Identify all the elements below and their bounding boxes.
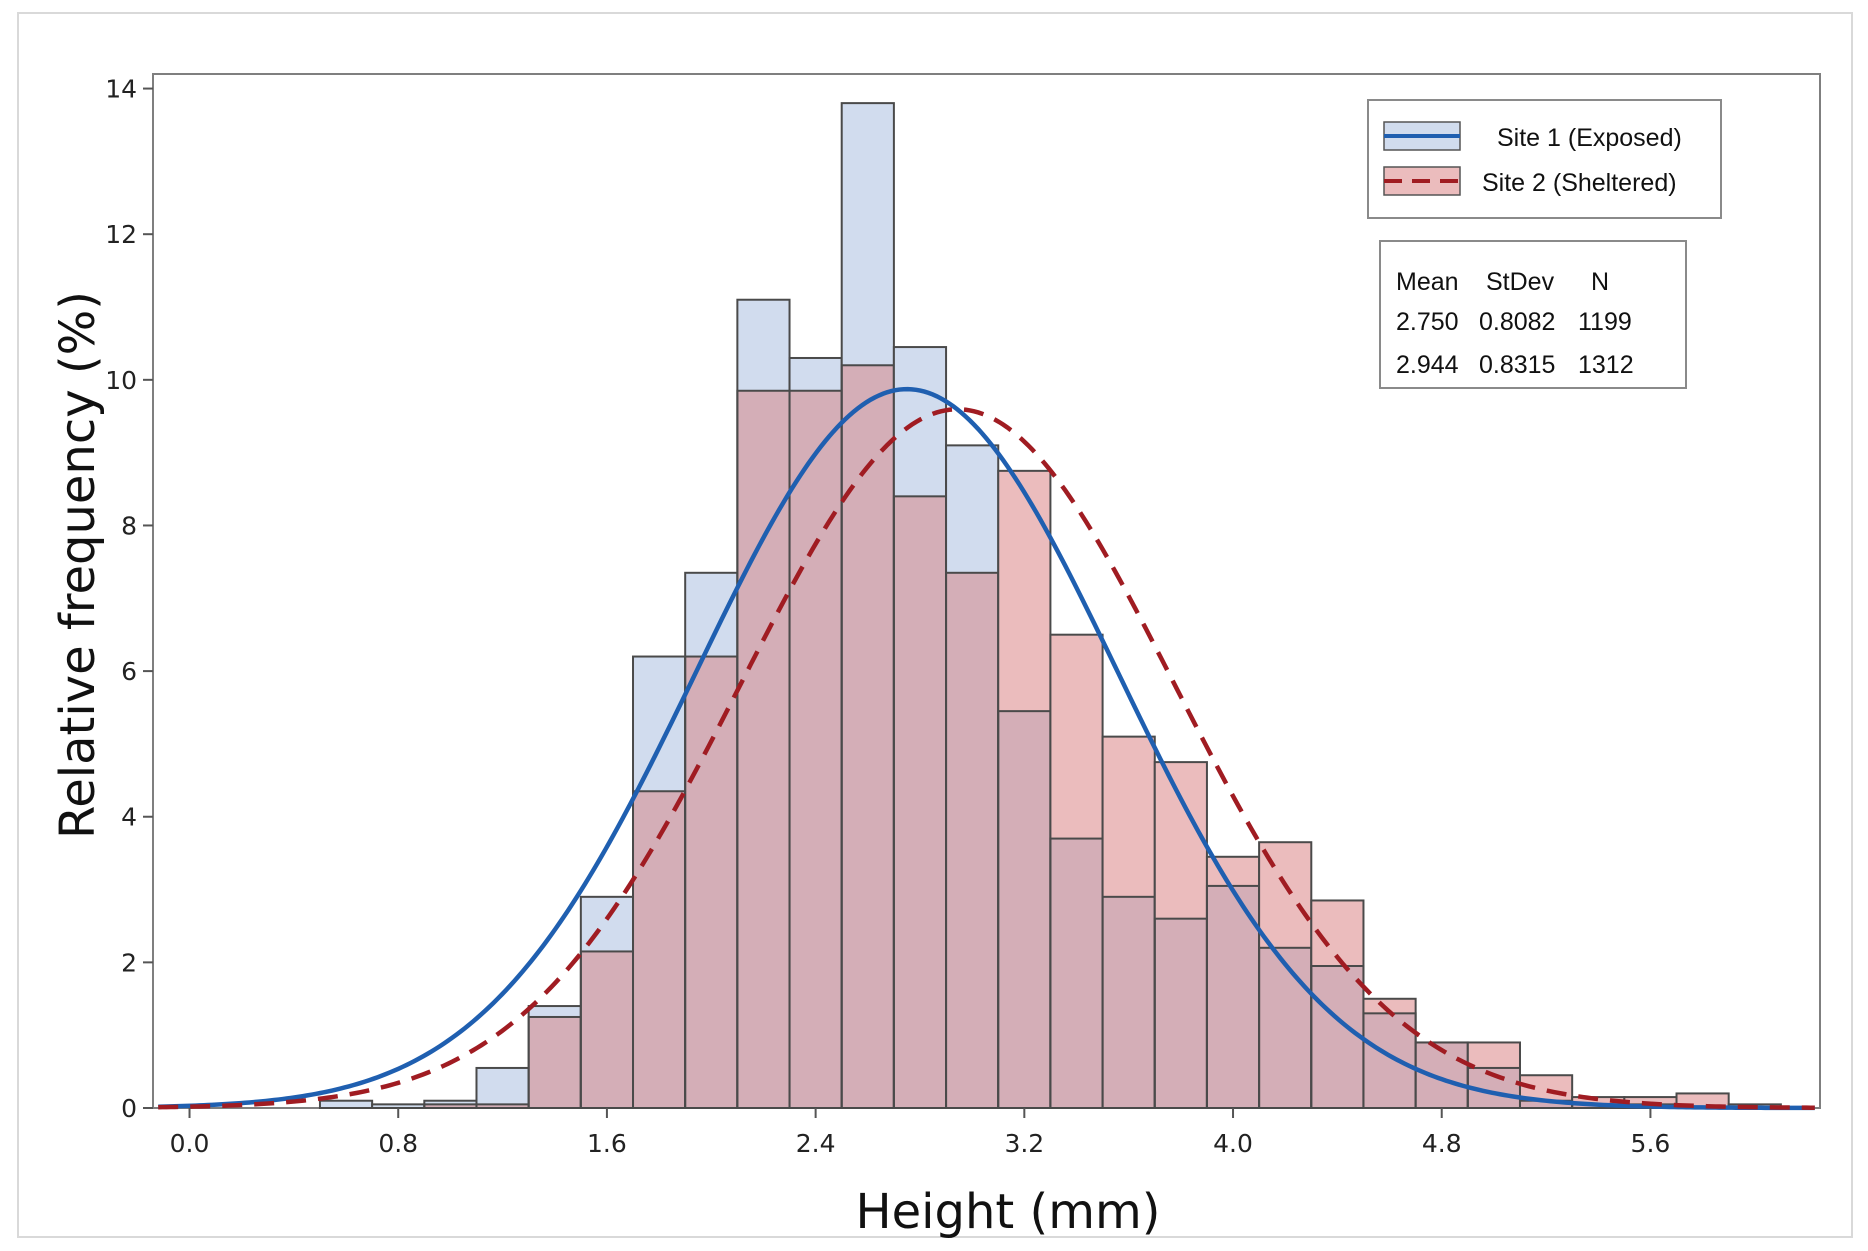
y-tick-label: 0 — [121, 1094, 137, 1123]
stats-row-1-n: 1199 — [1578, 308, 1632, 336]
legend-label-site-2: Site 2 (Sheltered) — [1482, 169, 1677, 197]
bar-excess — [1363, 998, 1416, 1014]
bar-overlap — [946, 572, 999, 1108]
x-tick-label: 5.6 — [1631, 1129, 1671, 1158]
x-tick-label: 0.8 — [378, 1129, 418, 1158]
bar-excess — [841, 103, 894, 366]
bar-overlap — [528, 1016, 581, 1108]
bar-overlap — [1415, 1042, 1468, 1108]
bar-overlap — [998, 711, 1051, 1108]
bar-excess — [789, 357, 842, 391]
bar-overlap — [1206, 885, 1260, 1108]
bar-site-2 — [1518, 1074, 1574, 1110]
x-tick-label: 4.8 — [1422, 1129, 1462, 1158]
y-tick-label: 8 — [121, 511, 137, 540]
bar-excess — [737, 299, 790, 391]
bar-overlap — [1154, 918, 1207, 1108]
bar-excess — [1467, 1042, 1520, 1068]
bar-overlap — [789, 390, 842, 1108]
x-tick-label: 3.2 — [1004, 1129, 1044, 1158]
bar-overlap — [1519, 1100, 1573, 1108]
bar-excess — [424, 1100, 477, 1105]
legend-box — [1367, 99, 1722, 219]
y-tick-label: 10 — [105, 366, 137, 395]
bar-excess — [946, 445, 999, 573]
curves-layer — [158, 386, 1815, 1111]
y-tick-label: 12 — [105, 220, 137, 249]
stats-row-1-mean: 2.750 — [1396, 308, 1459, 336]
bars-layer — [318, 102, 1782, 1110]
y-tick-label: 2 — [121, 948, 137, 977]
bar-excess — [1572, 1097, 1625, 1105]
bar-excess — [633, 656, 686, 792]
y-tick-label: 4 — [121, 803, 137, 832]
bar-overlap — [841, 365, 894, 1109]
legend-label-site-1: Site 1 (Exposed) — [1497, 124, 1682, 152]
stats-header-stdev: StDev — [1486, 268, 1555, 296]
stats-table: Mean StDev N 2.750 0.8082 1199 2.944 0.8… — [1379, 240, 1687, 389]
stats-row-2-n: 1312 — [1578, 351, 1634, 379]
bar-excess — [1154, 762, 1207, 919]
stats-header-mean: Mean — [1396, 268, 1459, 296]
bar-overlap — [737, 390, 790, 1108]
bar-overlap — [1311, 966, 1364, 1108]
fit-curve-site-1 — [158, 386, 1815, 1111]
x-tick-label: 4.0 — [1213, 1129, 1253, 1158]
bar-overlap — [1102, 896, 1155, 1108]
bar-excess — [528, 1006, 581, 1017]
bar-overlap — [424, 1104, 477, 1108]
x-tick-label: 0.0 — [170, 1129, 210, 1158]
y-tick-label: 6 — [121, 657, 137, 686]
bar-overlap — [633, 791, 686, 1108]
y-tick-label: 14 — [105, 75, 137, 104]
bar-excess — [998, 470, 1051, 712]
bar-excess — [1102, 736, 1155, 897]
bar-overlap — [893, 496, 947, 1109]
bar-overlap — [1259, 947, 1312, 1108]
bar-excess — [476, 1067, 529, 1105]
stats-row-2-stdev: 0.8315 — [1479, 351, 1555, 379]
bar-excess — [1624, 1097, 1677, 1105]
bar-excess — [319, 1100, 373, 1108]
bar-overlap — [685, 656, 738, 1108]
stats-box — [1379, 240, 1687, 389]
stats-row-2-mean: 2.944 — [1396, 351, 1459, 379]
bar-overlap — [580, 951, 634, 1108]
y-axis-title: Relative frequency (%) — [50, 291, 106, 839]
legend: Site 1 (Exposed) Site 2 (Sheltered) — [1367, 99, 1722, 219]
bar-overlap — [1050, 838, 1103, 1108]
stats-header-n: N — [1591, 268, 1609, 296]
axes-layer: 0.0 0.8 1.6 2.4 3.2 4.0 4.8 5.6 0 2 4 6 8 10 12 14 — [105, 75, 1670, 1158]
x-axis-title: Height (mm) — [856, 1184, 1161, 1240]
stats-row-1-stdev: 0.8082 — [1479, 308, 1555, 336]
bar-excess — [1050, 634, 1103, 839]
bar-overlap — [476, 1104, 529, 1108]
x-tick-label: 1.6 — [587, 1129, 627, 1158]
x-tick-label: 2.4 — [796, 1129, 836, 1158]
bar-excess — [372, 1104, 425, 1108]
